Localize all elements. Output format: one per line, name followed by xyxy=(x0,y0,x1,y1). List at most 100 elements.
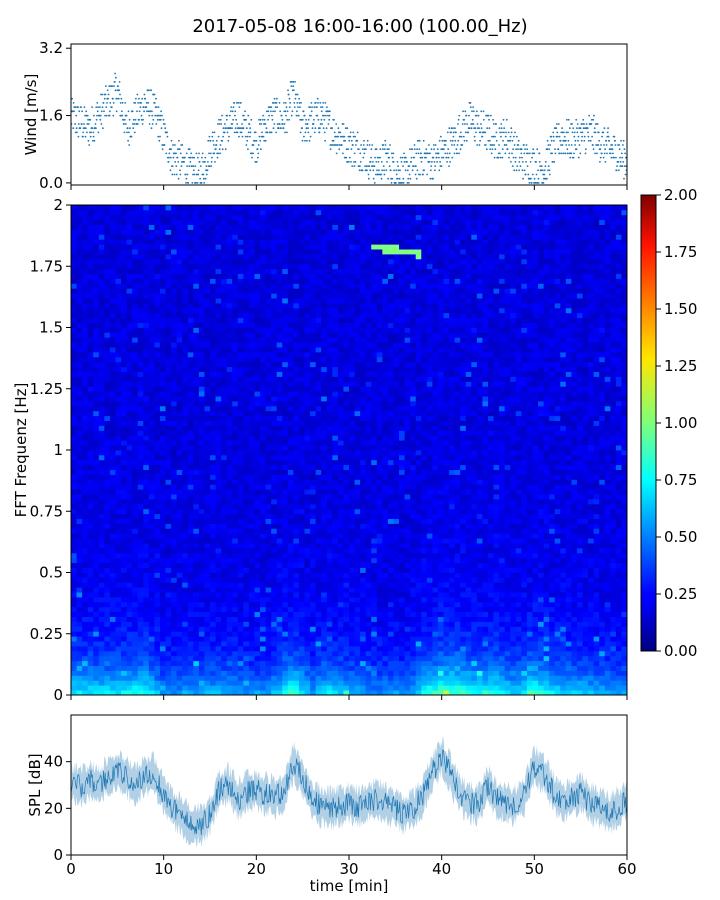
spectrogram-cell xyxy=(148,352,155,358)
spectrogram-cell xyxy=(248,641,255,647)
spectrogram-cell xyxy=(121,621,127,627)
spectrogram-cell xyxy=(226,396,233,402)
spectrogram-cell xyxy=(104,361,111,368)
spectrogram-cell xyxy=(204,499,211,505)
spectrogram-cell xyxy=(210,592,216,598)
spectrogram-cell xyxy=(204,655,211,662)
spectrogram-cell xyxy=(165,459,172,466)
spectrogram-cell xyxy=(221,562,228,568)
spectrogram-cell xyxy=(76,572,83,578)
spectrogram-cell xyxy=(159,244,166,250)
spectrogram-cell xyxy=(154,587,161,593)
spectrogram-cell xyxy=(254,224,261,230)
spectrogram-cell xyxy=(254,587,261,593)
spectrogram-cell xyxy=(115,450,122,456)
spectrogram-cell xyxy=(93,601,100,608)
spectrogram-cell xyxy=(137,592,144,598)
wind-point xyxy=(611,144,614,146)
spectrogram-cell xyxy=(221,342,228,348)
wind-point xyxy=(115,110,118,113)
spectrogram-cell xyxy=(132,606,139,613)
spectrogram-cell xyxy=(71,577,77,583)
spectrogram-cell xyxy=(82,621,89,627)
spectrogram-cell xyxy=(71,371,77,377)
spectrogram-cell xyxy=(254,425,261,431)
spectrogram-cell xyxy=(87,288,94,294)
spectrogram-cell xyxy=(137,636,144,642)
spectrogram-cell xyxy=(71,376,77,382)
spectrogram-cell xyxy=(148,205,155,211)
spectrogram-cell xyxy=(187,528,194,534)
spectrogram-cell xyxy=(226,621,233,627)
spectrogram-cell xyxy=(132,670,139,676)
spectrogram-cell xyxy=(198,214,205,221)
spectrogram-cell xyxy=(226,352,233,358)
wind-point xyxy=(142,118,144,121)
wind-point xyxy=(76,131,78,134)
spectrogram-cell xyxy=(254,430,261,436)
wind-point xyxy=(587,139,590,142)
spectrogram-cell xyxy=(121,562,127,568)
spectrogram-cell xyxy=(143,494,150,500)
spectrogram-cell xyxy=(237,665,244,671)
spectrogram-cell xyxy=(221,303,228,309)
spectrogram-cell xyxy=(121,489,127,495)
spectrogram-cell xyxy=(98,503,105,510)
spectrogram-cell xyxy=(182,675,189,681)
spectrogram-cell xyxy=(87,592,94,598)
wind-point xyxy=(185,177,188,180)
spectrogram-cell xyxy=(154,312,161,319)
spectrogram-cell xyxy=(93,562,100,568)
spectrogram-cell xyxy=(204,322,211,328)
spectrogram-cell xyxy=(187,435,194,441)
wind-point xyxy=(134,102,137,104)
spectrogram-cell xyxy=(132,332,139,338)
wind-point xyxy=(572,127,575,130)
spectrogram-cell xyxy=(104,528,111,534)
spectrogram-cell xyxy=(176,606,183,613)
spectrogram-cell xyxy=(248,508,255,515)
wind-point xyxy=(583,135,586,138)
spectrogram-cell xyxy=(171,538,178,544)
spectrogram-cell xyxy=(109,268,116,274)
spectrogram-cell xyxy=(221,543,228,549)
wind-point xyxy=(506,148,509,151)
spectrogram-cell xyxy=(109,675,116,681)
wind-point xyxy=(562,152,565,155)
spectrogram-cell xyxy=(254,592,261,598)
spectrogram-cell xyxy=(109,396,116,402)
wind-point xyxy=(225,118,228,121)
spectrogram-cell xyxy=(93,636,100,642)
spectrogram-cell xyxy=(121,371,127,377)
spectrogram-cell xyxy=(171,513,178,519)
wind-point xyxy=(154,114,157,117)
wind-point xyxy=(236,123,239,125)
wind-point xyxy=(538,152,541,155)
wind-point xyxy=(339,131,342,134)
spectrogram-cell xyxy=(204,396,211,402)
wind-point xyxy=(462,135,465,138)
spectrogram-cell xyxy=(159,401,166,407)
spectrogram-cell xyxy=(76,621,83,627)
spectrogram-cell xyxy=(109,371,116,377)
spectrogram-cell xyxy=(115,347,122,353)
wind-point xyxy=(464,123,466,125)
spectrogram-cell xyxy=(87,572,94,578)
spectrogram-cell xyxy=(93,474,100,480)
spectrogram-cell xyxy=(132,239,139,245)
spectrogram-cell xyxy=(126,680,133,686)
spectrogram-cell xyxy=(71,611,77,617)
spectrogram-cell xyxy=(210,401,216,407)
spectrogram-cell xyxy=(260,479,266,485)
spectrogram-cell xyxy=(260,601,266,608)
spectrogram-cell xyxy=(210,646,216,652)
wind-point xyxy=(283,102,285,104)
spectrogram-cell xyxy=(215,587,222,593)
spectrogram-cell xyxy=(204,205,211,211)
spectrogram-cell xyxy=(193,641,200,647)
spectrogram-cell xyxy=(221,597,228,603)
spectrogram-cell xyxy=(109,582,116,588)
spectrogram-cell xyxy=(165,660,172,666)
spectrogram-cell xyxy=(71,606,77,613)
wind-point xyxy=(157,106,160,108)
